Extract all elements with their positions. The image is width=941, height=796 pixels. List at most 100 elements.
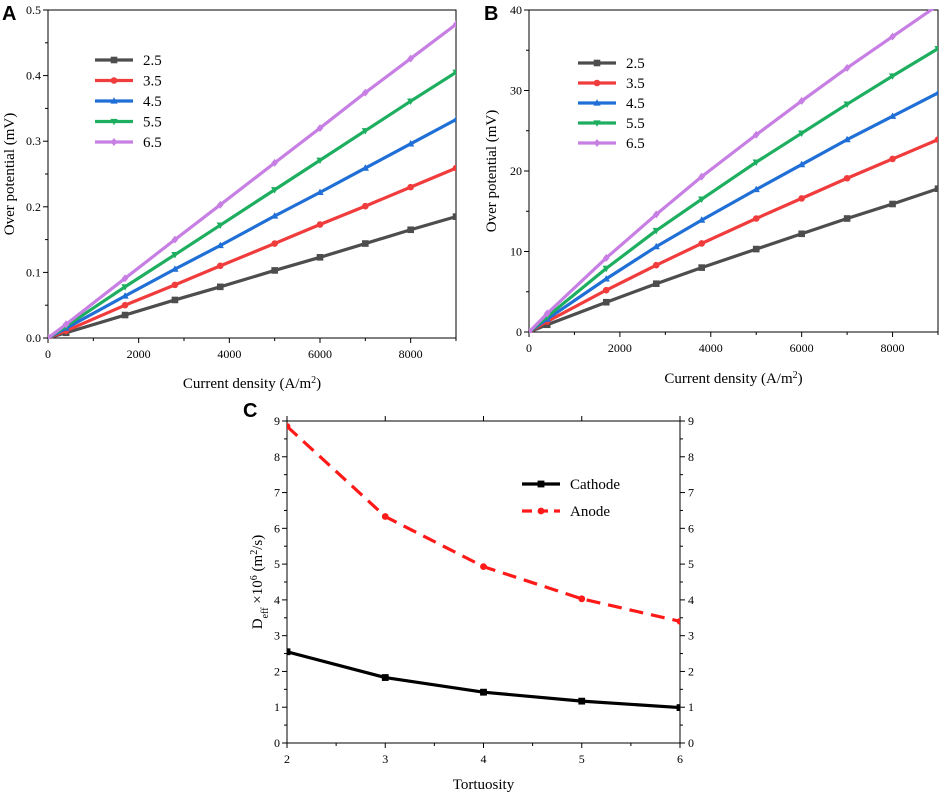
- data-point-6.5: [62, 320, 70, 329]
- legend-item-5.5: 5.5: [95, 115, 162, 131]
- data-point-3.5: [798, 195, 805, 202]
- y-tick-label: 0: [516, 325, 522, 339]
- y-tick-label: 0.5: [26, 3, 41, 17]
- legend-marker: [593, 99, 601, 106]
- data-point-3.5: [934, 136, 938, 143]
- data-point-4.5: [407, 140, 415, 147]
- plot-frame: [528, 9, 939, 333]
- data-point-6.5: [543, 309, 551, 318]
- legend-label: 6.5: [626, 136, 645, 152]
- series-4.5: [48, 115, 456, 339]
- data-point-5.5: [843, 101, 851, 108]
- data-point-3.5: [271, 240, 278, 247]
- data-point-5.5: [361, 128, 369, 135]
- data-point-3.5: [843, 174, 851, 182]
- legend-label: Anode: [570, 504, 610, 520]
- x-tick-label: 4000: [217, 347, 241, 361]
- y-axis-title-unit-close: /s): [250, 535, 266, 550]
- x-tick-label: 3: [382, 752, 388, 766]
- data-point-2.5: [171, 296, 179, 304]
- data-point-5.5: [407, 98, 415, 105]
- x-tick-label: 0: [526, 341, 532, 355]
- data-point-5.5: [216, 222, 224, 229]
- legend-item-6.5: 6.5: [578, 136, 645, 152]
- data-point-2.5: [216, 283, 224, 291]
- data-point-6.5: [121, 274, 129, 283]
- data-point-4.5: [121, 292, 129, 299]
- data-point-2.5: [652, 280, 660, 287]
- x-axis-title-tail: ): [798, 371, 803, 387]
- data-point-6.5: [752, 130, 760, 139]
- data-point-3.5: [171, 281, 179, 289]
- data-point-4.5: [316, 188, 324, 196]
- data-point-4.5: [798, 160, 806, 168]
- data-point-2.5: [934, 185, 938, 193]
- series-line-6.5: [48, 23, 456, 339]
- y-axis-title-exp: 6: [249, 575, 260, 580]
- series-line-4.5: [529, 91, 938, 333]
- data-point-6.5: [171, 235, 179, 244]
- panel-label: B: [484, 3, 498, 25]
- data-point-4.5: [843, 135, 851, 143]
- data-point-2.5: [798, 230, 805, 238]
- data-point-4.5: [602, 275, 610, 282]
- legend-label: 4.5: [626, 96, 645, 112]
- data-point-4.5: [698, 216, 706, 223]
- data-point-4.5: [361, 164, 369, 171]
- y-tick-label: 5: [274, 557, 280, 571]
- data-point-6.5: [362, 88, 369, 97]
- x-tick-label: 6: [677, 752, 683, 766]
- y-tick-label-right: 7: [688, 486, 694, 500]
- legend-label: 4.5: [143, 94, 162, 110]
- data-point-2.5: [362, 240, 369, 247]
- data-point-Cathode: [676, 704, 680, 711]
- legend-label: 3.5: [143, 74, 162, 90]
- series-6.5: [529, 9, 938, 333]
- series-3.5: [529, 136, 938, 333]
- x-axis-title: Tortuosity: [453, 777, 515, 793]
- legend-item-4.5: 4.5: [578, 96, 645, 112]
- data-point-5.5: [934, 46, 938, 53]
- y-tick-label-right: 9: [688, 414, 694, 428]
- x-axis-title-text: Tortuosity: [453, 777, 515, 793]
- x-tick-label: 0: [45, 347, 51, 361]
- data-point-Anode: [480, 563, 487, 571]
- y-axis-title-text: Over potential (mV): [484, 110, 500, 232]
- y-axis-title-unit-sup: 2: [249, 550, 260, 555]
- series-2.5: [48, 213, 456, 339]
- legend-label: 3.5: [626, 76, 645, 92]
- data-point-3.5: [752, 215, 760, 222]
- data-point-3.5: [698, 240, 705, 247]
- data-point-2.5: [602, 298, 610, 306]
- y-tick-label-right: 3: [688, 629, 694, 643]
- data-point-3.5: [602, 286, 610, 294]
- series-line-5.5: [529, 47, 938, 333]
- y-tick-label: 0.1: [26, 265, 41, 279]
- data-point-6.5: [698, 172, 705, 181]
- data-point-4.5: [652, 242, 660, 250]
- series-4.5: [529, 89, 938, 333]
- data-point-2.5: [752, 245, 760, 253]
- data-point-5.5: [888, 73, 897, 80]
- legend-item-2.5: 2.5: [95, 53, 162, 69]
- legend-label: 6.5: [143, 135, 162, 151]
- legend-item-2.5: 2.5: [578, 56, 645, 72]
- series-line-2.5: [529, 187, 938, 333]
- data-point-4.5: [171, 265, 179, 272]
- panel-label: A: [2, 3, 16, 25]
- data-point-6.5: [843, 64, 851, 72]
- panel-c: C2 3 4 5 60 01 12 23 34 45 56 67 78 89 9TortuosityDeff…: [243, 400, 694, 793]
- x-axis-title-text: Current density (A/m: [664, 371, 793, 387]
- data-point-6.5: [316, 124, 324, 133]
- data-point-3.5: [362, 202, 369, 210]
- y-tick-label-right: 6: [688, 521, 694, 535]
- legend-item-Cathode: Cathode: [522, 477, 620, 493]
- data-point-6.5: [937, 9, 938, 10]
- y-tick-label: 6: [274, 521, 280, 535]
- legend-item-4.5: 4.5: [95, 94, 162, 110]
- series-line-3.5: [48, 166, 456, 339]
- panel-label: C: [243, 400, 257, 422]
- y-axis-title: Deff ×106 (m2/s): [249, 535, 271, 629]
- legend-item-6.5: 6.5: [95, 135, 162, 151]
- series-line-4.5: [48, 118, 456, 339]
